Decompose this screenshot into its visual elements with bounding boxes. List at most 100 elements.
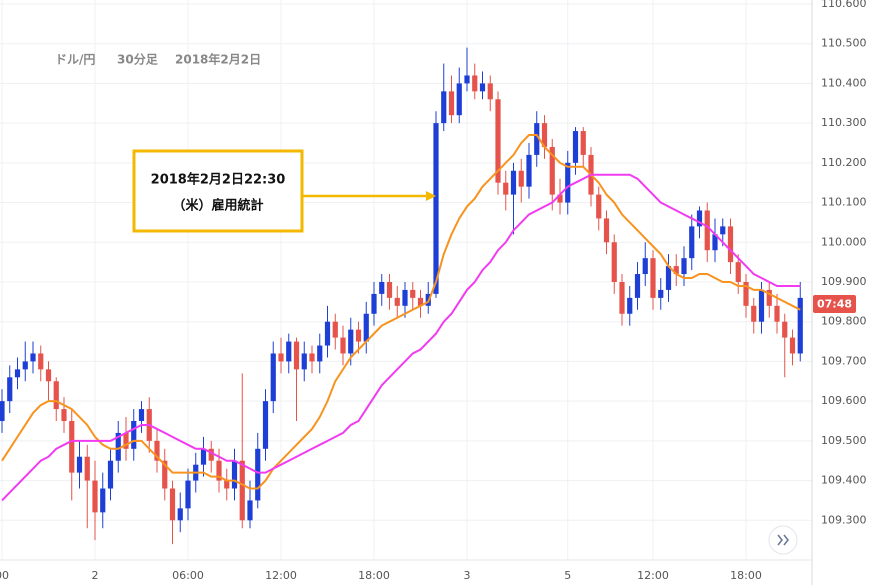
- candle-body: [69, 420, 75, 473]
- candle-body: [433, 123, 439, 294]
- candle-body: [255, 448, 261, 501]
- candle-body: [410, 289, 416, 298]
- candle-body: [751, 305, 757, 322]
- candle-body: [503, 182, 509, 195]
- candle-body: [774, 305, 780, 322]
- candle-body: [61, 409, 67, 421]
- candle-body: [107, 460, 114, 489]
- candle-body: [417, 297, 424, 306]
- candle-body: [38, 353, 44, 370]
- x-tick-label: 18:00: [358, 569, 390, 582]
- candle-body: [472, 75, 478, 92]
- candle-body: [363, 313, 369, 342]
- candle-body: [464, 75, 470, 84]
- moving-average-line: [1, 134, 801, 490]
- x-tick-label: 06:00: [172, 569, 204, 582]
- candle-body: [456, 83, 462, 116]
- candle-body: [224, 480, 230, 489]
- candle-body: [402, 289, 408, 306]
- candle-body: [541, 123, 548, 147]
- x-tick-label: 2: [92, 569, 99, 582]
- chart-title: 2018年2月2日: [175, 52, 261, 67]
- candle-body: [185, 480, 191, 509]
- candle-body: [580, 131, 586, 155]
- y-tick-label: 110.100: [821, 196, 867, 209]
- candle-body: [76, 456, 83, 473]
- candle-body: [665, 266, 672, 290]
- candle-body: [487, 83, 493, 100]
- candle-body: [596, 194, 602, 219]
- candle-body: [0, 401, 5, 421]
- candle-body: [572, 131, 579, 163]
- price-label-box: [813, 295, 856, 313]
- candle-body: [169, 488, 176, 521]
- overlay: ドル/円 30分足 2018年2月2日 2018年2月2日22:30 （米）雇用…: [55, 52, 856, 555]
- candle-body: [231, 460, 238, 489]
- candle-body: [332, 321, 338, 338]
- x-tick-label: 12:00: [265, 569, 297, 582]
- x-tick-label: 3: [464, 569, 471, 582]
- candle-body: [603, 218, 610, 243]
- y-tick-label: 109.900: [821, 275, 867, 288]
- scroll-icon: [777, 534, 790, 546]
- candle-body: [534, 123, 540, 155]
- candle-body: [177, 508, 183, 521]
- candle-body: [549, 146, 555, 195]
- chart-title: 30分足: [117, 52, 158, 67]
- chart-title: ドル/円: [55, 53, 95, 67]
- candle-body: [495, 99, 501, 183]
- candle-body: [30, 353, 36, 362]
- candle-body: [743, 281, 749, 306]
- candle-body: [200, 448, 207, 465]
- candle-body: [758, 289, 765, 322]
- candle-body: [262, 401, 269, 449]
- candle-body: [379, 281, 385, 294]
- candle-body: [766, 289, 772, 306]
- candle-body: [138, 409, 145, 421]
- y-tick-label: 110.300: [821, 116, 867, 129]
- candle-body: [317, 345, 323, 362]
- candle-body: [115, 432, 121, 461]
- candle-body: [154, 440, 160, 461]
- candle-body: [518, 170, 524, 187]
- candle-body: [619, 281, 625, 314]
- x-tick-label: 5: [564, 569, 571, 582]
- candle-body: [526, 154, 532, 187]
- candle-body: [735, 262, 741, 282]
- candle-body: [324, 321, 331, 346]
- candle-body: [634, 274, 641, 298]
- candle-body: [557, 194, 563, 203]
- candle-body: [727, 226, 734, 263]
- candle-body: [7, 377, 13, 402]
- candle-body: [208, 448, 214, 461]
- candle-body: [100, 488, 106, 513]
- candle-body: [239, 460, 245, 521]
- candle-body: [53, 381, 59, 410]
- y-tick-label: 109.500: [821, 434, 867, 447]
- y-tick-label: 109.300: [821, 513, 867, 526]
- candle-body: [309, 353, 315, 362]
- candle-body: [84, 456, 90, 481]
- candle-body: [371, 293, 377, 314]
- y-tick-label: 110.000: [821, 235, 867, 248]
- x-tick-label: 12:00: [637, 569, 669, 582]
- candle-body: [394, 297, 400, 306]
- annotation-box: [132, 149, 304, 233]
- y-tick-label: 109.600: [821, 394, 867, 407]
- marks: [0, 47, 803, 545]
- candle-body: [611, 242, 617, 282]
- price-label: 07:48: [817, 298, 852, 311]
- candle-body: [712, 234, 718, 251]
- annotation-text: 2018年2月2日22:30: [151, 172, 286, 188]
- annotation-text: （米）雇用統計: [172, 198, 263, 214]
- candle-body: [301, 353, 307, 370]
- candle-body: [441, 91, 447, 124]
- candle-body: [14, 369, 21, 378]
- x-tick-label: 18:00: [730, 569, 762, 582]
- candle-body: [565, 162, 571, 203]
- candle-body: [22, 361, 28, 370]
- y-tick-label: 109.400: [821, 474, 867, 487]
- candle-body: [45, 369, 52, 382]
- grid: [0, 0, 812, 560]
- candle-body: [479, 83, 486, 92]
